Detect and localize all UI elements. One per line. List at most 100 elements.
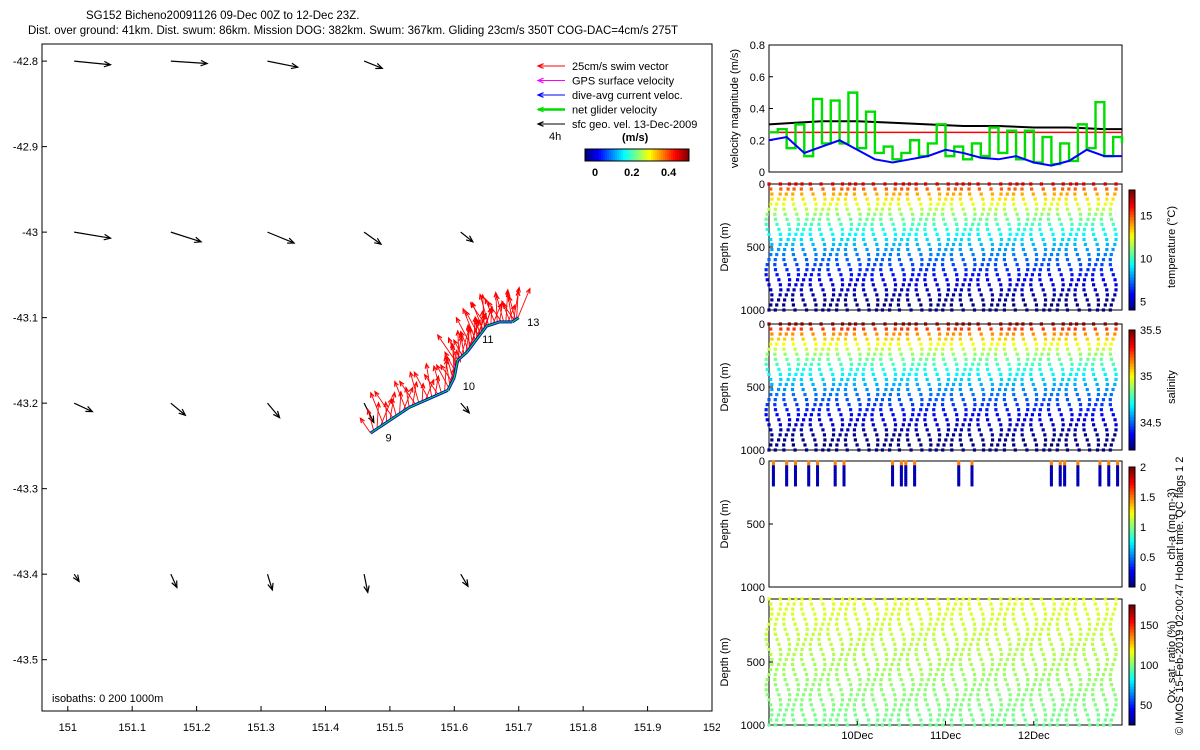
oxygen-data-point (958, 657, 962, 662)
temperature-data-point (953, 217, 957, 221)
salinity-data-point (1032, 357, 1036, 361)
temperature-data-point (981, 308, 986, 312)
temperature-data-point (1082, 187, 1086, 191)
temperature-data-point (1041, 187, 1045, 191)
temperature-data-point (875, 192, 879, 196)
oxygen-data-point (1011, 612, 1015, 616)
oxygen-data-point (1012, 667, 1016, 672)
salinity-data-point (994, 408, 998, 412)
temperature-data-point (893, 237, 897, 242)
salinity-data-point (884, 438, 888, 442)
chl-a-data-point (1098, 460, 1102, 464)
chl-a-colorbar-swatch (1129, 569, 1135, 573)
temperature-data-point (1109, 268, 1114, 272)
temperature-data-point (917, 247, 921, 252)
oxygen-data-point (907, 718, 911, 722)
oxygen-data-point (891, 637, 895, 641)
oxygen-data-point (822, 607, 827, 611)
oxygen-data-point (773, 673, 777, 677)
oxygen-data-point (1029, 642, 1033, 646)
temperature-data-point (906, 237, 910, 242)
temperature-data-point (999, 182, 1003, 186)
swim-vector (436, 365, 450, 389)
oxygen-data-point (1101, 622, 1106, 626)
temperature-data-point (817, 217, 822, 221)
oxygen-data-point (963, 693, 967, 697)
salinity-data-point (907, 443, 911, 447)
salinity-data-point (1051, 372, 1055, 376)
salinity-data-point (852, 327, 857, 331)
temperature-data-point (936, 303, 940, 307)
temperature-data-point (926, 263, 931, 267)
salinity-data-point (1013, 398, 1017, 402)
salinity-data-point (1113, 367, 1117, 371)
oxygen-data-point (1002, 667, 1007, 672)
salinity-data-point (958, 438, 962, 442)
chl-a-colorbar-frame (1128, 466, 1136, 588)
oxygen-data-point (1075, 718, 1079, 722)
salinity-data-point (1020, 377, 1024, 382)
oxygen-data-point (861, 647, 865, 651)
salinity-data-point (1069, 372, 1073, 376)
oxygen-data-point (928, 622, 932, 626)
salinity-data-point (1101, 367, 1105, 371)
oxygen-data-point (1061, 597, 1065, 601)
temperature-data-point (849, 227, 853, 231)
salinity-data-point (800, 332, 804, 336)
salinity-data-point (927, 332, 931, 336)
oxygen-data-point (949, 617, 953, 621)
salinity-data-point (967, 428, 971, 432)
swim-vector-head (458, 335, 464, 342)
oxygen-data-point (865, 713, 869, 717)
salinity-data-point (1061, 367, 1065, 371)
salinity-data-point (925, 408, 929, 412)
salinity-data-point (980, 352, 984, 356)
oxygen-data-point (897, 622, 902, 626)
salinity-colorbar-swatch (1129, 351, 1135, 355)
temperature-data-point (813, 212, 817, 216)
chl-a-data-point (970, 467, 974, 471)
temperature-data-point (1105, 187, 1109, 191)
temperature-data-point (813, 263, 817, 267)
temperature-data-point (909, 258, 913, 262)
oxygen-data-point (999, 652, 1004, 657)
oxygen-data-point (1021, 612, 1026, 616)
oxygen-data-point (961, 698, 965, 702)
temperature-data-point (1051, 232, 1055, 236)
temperature-data-point (803, 222, 808, 226)
temperature-data-point (827, 258, 831, 262)
temperature-data-point (858, 268, 862, 272)
oxygen-data-point (784, 708, 788, 712)
temperature-data-point (902, 227, 906, 231)
temperature-colorbar-swatch (1129, 232, 1135, 236)
oxygen-data-point (1064, 713, 1068, 717)
salinity-data-point (769, 392, 773, 397)
salinity-data-point (1061, 428, 1065, 432)
salinity-data-point (985, 362, 989, 366)
salinity-data-point (925, 428, 929, 432)
temperature-data-point (865, 217, 869, 221)
oxygen-data-point (1094, 627, 1098, 631)
salinity-data-point (1070, 413, 1074, 417)
salinity-data-point (893, 377, 897, 382)
temperature-data-point (969, 227, 973, 231)
temperature-data-point (941, 268, 946, 272)
oxygen-data-point (822, 708, 827, 712)
chl-a-data-point (1063, 474, 1067, 478)
temperature-data-point (1021, 283, 1025, 287)
temperature-data-point (814, 258, 818, 262)
oxygen-data-point (1051, 597, 1055, 601)
oxygen-data-point (1042, 622, 1046, 626)
chl-a-data-point (957, 460, 961, 464)
oxygen-data-point (980, 627, 984, 631)
temperature-data-point (765, 212, 769, 216)
temperature-data-point (1043, 293, 1047, 297)
temperature-data-point (935, 182, 939, 186)
salinity-data-point (784, 433, 788, 437)
salinity-data-point (776, 387, 781, 392)
salinity-data-point (887, 347, 892, 351)
oxygen-data-point (875, 708, 879, 712)
salinity-data-point (999, 332, 1003, 336)
oxygen-data-point (905, 708, 909, 712)
temperature-data-point (1056, 252, 1060, 257)
